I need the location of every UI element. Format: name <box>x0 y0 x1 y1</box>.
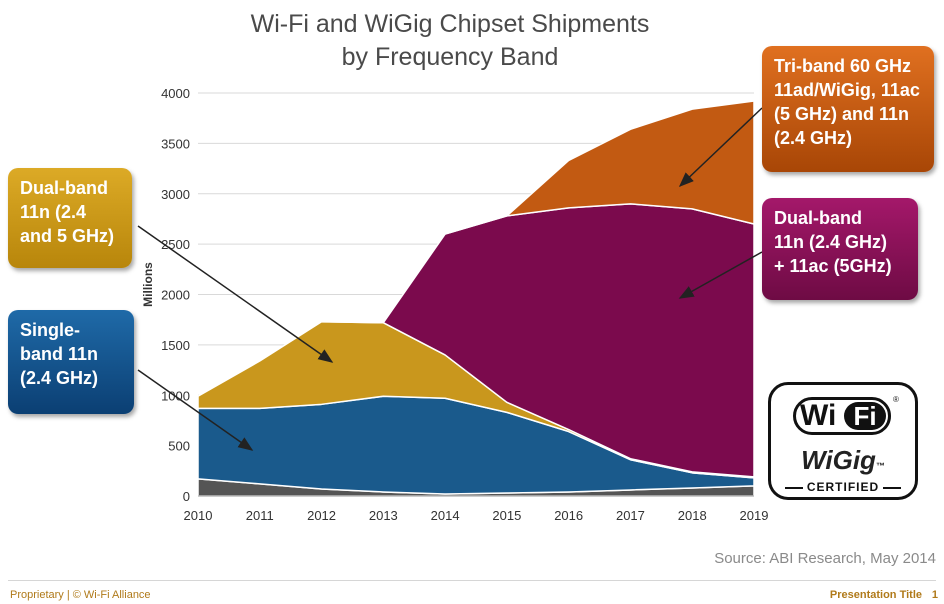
arrow-dual-band-11n <box>137 225 334 363</box>
source-note: Source: ABI Research, May 2014 <box>714 550 936 567</box>
callout-dual-band-11ac: Dual-band 11n (2.4 GHz) + 11ac (5GHz) <box>762 198 918 300</box>
arrow-dual-band-11ac <box>678 251 763 299</box>
wifi-logo-fi: Fi <box>844 402 886 430</box>
chart-title-block: Wi-Fi and WiGig Chipset Shipments by Fre… <box>200 8 700 74</box>
x-tick-label: 2014 <box>431 508 460 523</box>
x-tick-label: 2010 <box>184 508 213 523</box>
footer-copyright: Proprietary | © Wi-Fi Alliance <box>10 589 151 601</box>
y-tick-label: 1500 <box>161 338 190 353</box>
x-tick-label: 2016 <box>554 508 583 523</box>
certified-label: CERTIFIED <box>771 480 915 494</box>
callout-tri-band: Tri-band 60 GHz 11ad/WiGig, 11ac (5 GHz)… <box>762 46 934 172</box>
area-series-tri <box>444 100 755 235</box>
y-tick-label: 500 <box>168 439 190 454</box>
wifi-wigig-certified-logo: Wi Fi ® WiGig™ CERTIFIED <box>768 382 918 500</box>
footer-divider <box>8 580 936 581</box>
x-tick-label: 2019 <box>740 508 769 523</box>
x-tick-label: 2011 <box>246 508 274 523</box>
footer-presentation-title: Presentation Title <box>829 589 922 601</box>
arrow-tri-band <box>678 107 763 188</box>
chart-subtitle: by Frequency Band <box>341 43 559 71</box>
x-tick-label: 2012 <box>307 508 336 523</box>
x-tick-label: 2015 <box>492 508 521 523</box>
y-tick-label: 3500 <box>161 136 190 151</box>
wifi-logo-wi: Wi <box>800 399 837 432</box>
callout-single-band-11n: Single- band 11n (2.4 GHz) <box>8 310 134 414</box>
arrow-single-band-11n <box>137 369 254 451</box>
callout-dual-band-11n: Dual-band 11n (2.4 and 5 GHz) <box>8 168 132 268</box>
chart-title: Wi-Fi and WiGig Chipset Shipments <box>250 10 650 38</box>
x-tick-label: 2018 <box>678 508 707 523</box>
y-tick-label: 0 <box>183 489 190 504</box>
y-axis-label: Millions <box>141 262 155 307</box>
registered-mark: ® <box>893 395 899 404</box>
wigig-word: WiGig <box>801 445 876 475</box>
y-tick-label: 2500 <box>161 237 190 252</box>
wifi-logo-badge: Wi Fi <box>793 397 891 435</box>
x-tick-label: 2013 <box>369 508 398 523</box>
y-tick-label: 2000 <box>161 288 190 303</box>
y-tick-label: 4000 <box>161 86 190 101</box>
x-tick-label: 2017 <box>616 508 645 523</box>
wigig-logo-text: WiGig™ <box>771 445 915 476</box>
footer-page-number: 1 <box>931 589 938 601</box>
y-tick-label: 3000 <box>161 187 190 202</box>
trademark-mark: ™ <box>875 461 885 471</box>
